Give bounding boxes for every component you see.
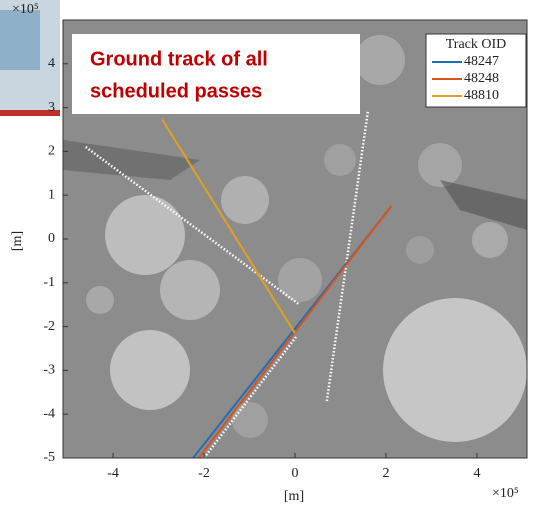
annotation: scheduled passes [90, 80, 262, 102]
y-tick-label: -2 [43, 319, 55, 334]
legend-entry: 48248 [464, 71, 499, 86]
y-tick-label: -4 [43, 406, 55, 421]
x-tick-label: 2 [382, 466, 389, 481]
y-tick-label: -3 [43, 363, 55, 378]
y-multiplier: ×10⁵ [12, 2, 39, 17]
y-tick-label: 1 [48, 187, 55, 202]
chart: Ground track of all scheduled passes ×10… [0, 0, 534, 513]
y-tick-label: -1 [43, 275, 55, 290]
y-tick-label: 2 [48, 144, 55, 159]
x-tick-label: 0 [292, 466, 299, 481]
legend-entry: 48247 [464, 54, 499, 69]
y-tick-label: -5 [43, 450, 55, 465]
x-axis-label: [m] [284, 489, 304, 504]
annotation: Ground track of all [90, 48, 268, 70]
x-tick-label: 4 [473, 466, 480, 481]
y-tick-label: 3 [48, 100, 55, 115]
y-tick-label: 0 [48, 231, 55, 246]
legend-title: Track OID [446, 37, 507, 52]
y-tick-label: 4 [48, 56, 55, 71]
x-tick-label: -2 [198, 466, 210, 481]
x-multiplier: ×10⁵ [492, 486, 519, 501]
legend-entry: 48810 [464, 88, 499, 103]
x-tick-label: -4 [107, 466, 119, 481]
y-axis-label: [m] [10, 231, 25, 251]
